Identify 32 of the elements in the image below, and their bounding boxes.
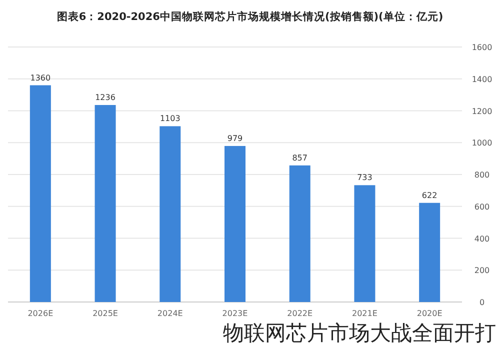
data-label: 733 [357, 173, 372, 182]
data-label: 1236 [95, 93, 116, 102]
y-tick-label: 800 [474, 170, 490, 180]
y-tick-label: 1600 [472, 43, 492, 52]
x-tick-label: 2023E [222, 309, 248, 318]
bar [354, 185, 376, 302]
chart-title: 图表6：2020-2026中国物联网芯片市场规模增长情况(按销售额)(单位：亿元) [56, 10, 444, 23]
y-tick-label: 0 [479, 298, 485, 307]
y-tick-label: 200 [474, 266, 490, 276]
x-tick-label: 2020E [416, 309, 442, 318]
data-label: 857 [292, 153, 308, 162]
bar [289, 165, 310, 302]
x-tick-label: 2021E [352, 309, 378, 318]
data-label: 979 [227, 134, 243, 143]
y-tick-label: 1000 [472, 138, 492, 148]
y-tick-label: 1200 [472, 106, 492, 116]
text: 物联网芯片市场大战全面开打 [223, 321, 496, 345]
y-tick-label: 400 [474, 234, 490, 244]
y-tick-label: 600 [474, 202, 490, 212]
x-tick-label: 2024E [157, 309, 183, 318]
bar [224, 146, 246, 302]
x-tick-label: 2022E [287, 309, 313, 318]
bar [94, 105, 116, 302]
x-tick-label: 2025E [92, 309, 118, 318]
data-label: 622 [422, 190, 438, 200]
bar [160, 126, 181, 302]
data-label: 1360 [30, 73, 51, 82]
bar [419, 202, 440, 302]
data-label: 1103 [160, 114, 180, 124]
x-tick-label: 2026E [28, 309, 54, 318]
y-tick-label: 1400 [472, 74, 492, 84]
bar [30, 85, 51, 302]
